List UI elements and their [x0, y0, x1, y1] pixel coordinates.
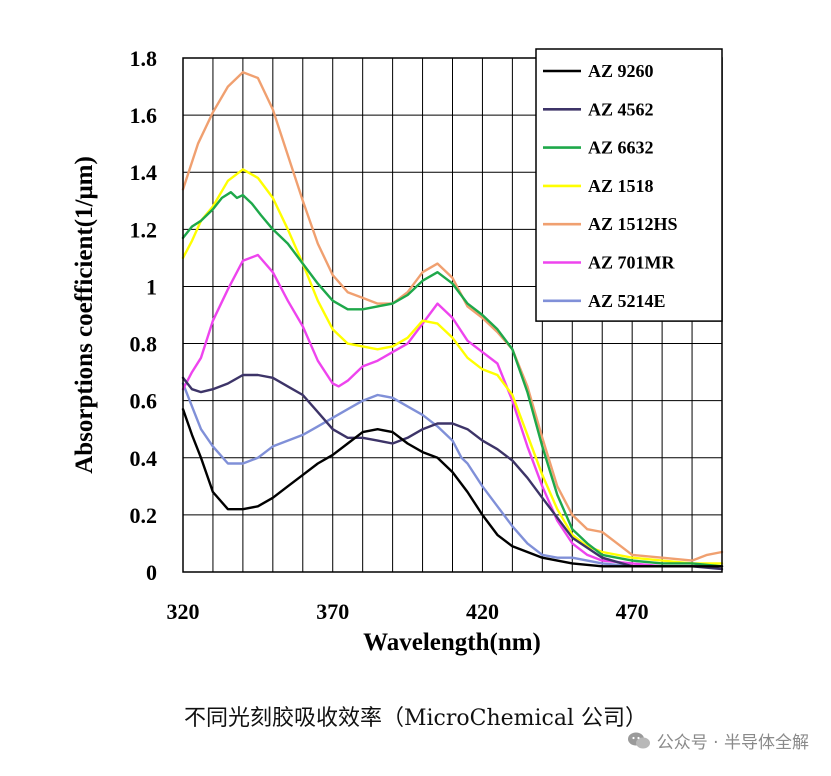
- axis-ticks: 0 0.2 0.4 0.6 0.8 1 1.2 1.4 1.6 1.8 320 370 420 470: [130, 46, 649, 624]
- series-line-az-9260: [181, 408, 724, 568]
- y-tick-label: 1.4: [130, 160, 158, 185]
- y-tick-label: 0.4: [130, 446, 158, 471]
- series-line-az-4562: [181, 373, 724, 571]
- y-tick-label: 0.2: [130, 503, 158, 528]
- legend-label: AZ 6632: [588, 138, 654, 158]
- legend-label: AZ 701MR: [588, 253, 675, 273]
- legend-label: AZ 9260: [588, 61, 654, 81]
- legend-label: AZ 4562: [588, 99, 654, 119]
- legend-label: AZ 1512HS: [588, 214, 678, 234]
- series-line-az-701mr: [181, 253, 724, 568]
- y-tick-label: 1.2: [130, 217, 158, 242]
- x-axis-title: Wavelength(nm): [363, 629, 541, 656]
- watermark: 公众号 · 半导体全解: [627, 728, 809, 753]
- y-tick-label: 1: [146, 274, 157, 299]
- series-line-az-1512hs: [181, 71, 724, 562]
- legend-label: AZ 5214E: [588, 291, 666, 311]
- wechat-icon: [627, 732, 650, 748]
- y-tick-label: 0: [146, 560, 157, 585]
- y-tick-label: 1.6: [130, 103, 158, 128]
- y-axis-title: Absorptions coefficient(1/μm): [71, 156, 98, 474]
- legend-label: AZ 1518: [588, 176, 654, 196]
- series-line-az-1518: [181, 168, 724, 565]
- series-line-az-5214e: [181, 382, 724, 568]
- watermark-text: 公众号 · 半导体全解: [656, 733, 809, 753]
- figure-caption: 不同光刻胶吸收效率（MicroChemical 公司）: [183, 706, 648, 731]
- x-tick-label: 320: [167, 599, 200, 624]
- x-tick-label: 470: [616, 599, 649, 624]
- x-tick-label: 420: [466, 599, 499, 624]
- legend: AZ 9260 AZ 4562 AZ 6632 AZ 1518 AZ 1512HS AZ …: [535, 48, 723, 322]
- y-tick-label: 1.8: [130, 46, 158, 71]
- absorption-chart: 0 0.2 0.4 0.6 0.8 1 1.2 1.4 1.6 1.8 320 370 420 470 W…: [71, 46, 724, 656]
- series-line-az-6632: [181, 191, 724, 568]
- y-tick-label: 0.6: [130, 389, 158, 414]
- x-tick-label: 370: [316, 599, 349, 624]
- y-tick-label: 0.8: [130, 332, 158, 357]
- series-layer: [181, 71, 724, 571]
